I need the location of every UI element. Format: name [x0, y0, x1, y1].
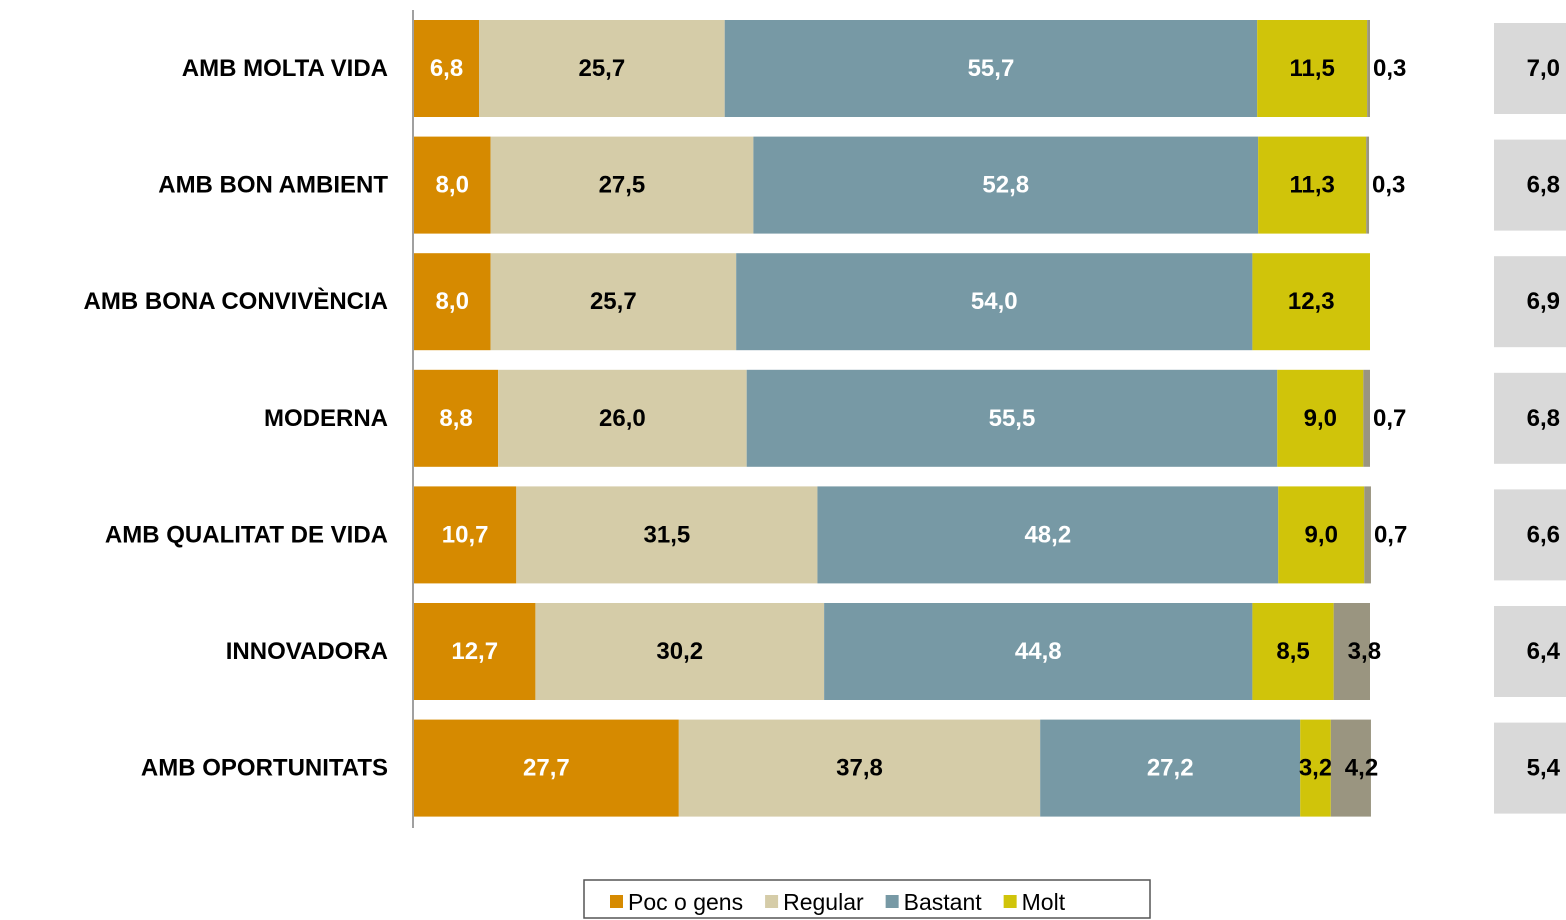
bar-segment	[479, 20, 725, 117]
bar-segment	[490, 253, 737, 351]
bar-segment	[746, 369, 1278, 467]
value-label: 25,7	[578, 55, 625, 82]
score-label: 6,8	[1527, 172, 1560, 199]
value-label: 9,0	[1305, 521, 1338, 548]
value-label: 52,8	[982, 172, 1029, 199]
score-label: 5,4	[1527, 755, 1561, 782]
score-box	[1494, 256, 1566, 348]
value-label: 10,7	[442, 521, 489, 548]
bar-segment	[1366, 136, 1370, 234]
value-label: 11,3	[1289, 172, 1334, 199]
value-label: 48,2	[1024, 521, 1071, 548]
bar-segment	[1040, 719, 1301, 817]
bar-segment	[736, 253, 1253, 351]
bar-segment	[678, 719, 1041, 817]
category-label: AMB BON AMBIENT	[158, 172, 388, 199]
bar-segment	[414, 486, 517, 584]
value-label: 44,8	[1015, 638, 1062, 665]
bar-segment	[414, 20, 480, 117]
legend-swatch	[1003, 895, 1017, 908]
bar-segment	[414, 136, 491, 234]
value-label: 26,0	[599, 405, 646, 432]
value-label: 27,2	[1147, 755, 1194, 782]
score-box	[1494, 139, 1566, 231]
value-label: 8,0	[436, 288, 469, 315]
score-label: 6,4	[1527, 638, 1561, 665]
bar-segment	[1330, 719, 1371, 817]
value-label: 0,7	[1374, 521, 1407, 548]
bar-segment	[516, 486, 818, 584]
value-label: 3,2	[1299, 755, 1332, 782]
legend-box	[583, 879, 1151, 919]
value-label: 11,5	[1289, 55, 1334, 82]
bar-segment	[535, 603, 825, 700]
value-label: 31,5	[644, 521, 691, 548]
bar-segment	[1364, 486, 1371, 584]
bar-segment	[414, 719, 679, 817]
value-label: 8,0	[436, 172, 469, 199]
value-label: 8,8	[439, 405, 472, 432]
value-label: 3,8	[1348, 638, 1381, 665]
value-label: 4,2	[1345, 755, 1378, 782]
bar-segment	[1363, 369, 1370, 467]
bar-segment	[414, 369, 499, 467]
bar-segment	[753, 136, 1259, 234]
bar-segment	[498, 369, 747, 467]
bar-segment	[1258, 136, 1367, 234]
value-label: 6,8	[430, 55, 463, 82]
score-label: 6,6	[1527, 521, 1560, 548]
bar-segment	[414, 603, 536, 700]
bar-segment	[490, 136, 754, 234]
bar-segment	[1252, 603, 1334, 700]
score-label: 7,0	[1527, 55, 1560, 82]
value-label: 12,7	[451, 638, 498, 665]
legend-label: Bastant	[904, 889, 983, 915]
category-label: AMB OPORTUNITATS	[141, 755, 388, 782]
score-label: 6,8	[1527, 405, 1560, 432]
bar-segment	[724, 20, 1258, 117]
bar-segment	[414, 253, 491, 351]
legend-label: Regular	[783, 889, 864, 915]
category-label: AMB MOLTA VIDA	[182, 55, 388, 82]
score-box	[1494, 489, 1566, 581]
bar-segment	[1257, 20, 1368, 117]
value-label: 54,0	[971, 288, 1018, 315]
bar-segment	[1333, 603, 1370, 700]
value-label: 8,5	[1276, 638, 1309, 665]
value-label: 37,8	[836, 755, 883, 782]
value-label: 0,3	[1372, 172, 1405, 199]
category-label: AMB BONA CONVIVÈNCIA	[84, 287, 388, 315]
score-box	[1494, 606, 1566, 697]
score-box	[1494, 23, 1566, 114]
bar-segment	[1278, 486, 1365, 584]
legend-swatch	[610, 895, 623, 908]
bar-segment	[1252, 253, 1370, 351]
value-label: 12,3	[1288, 288, 1335, 315]
legend-swatch	[765, 895, 779, 908]
value-label: 9,0	[1304, 405, 1337, 432]
value-label: 0,7	[1373, 405, 1406, 432]
legend-swatch	[885, 895, 899, 908]
score-box	[1494, 722, 1566, 814]
category-label: AMB QUALITAT DE VIDA	[105, 521, 388, 548]
legend-label: Poc o gens	[628, 889, 743, 915]
bar-segment	[1367, 20, 1370, 117]
bar-segment	[824, 603, 1253, 700]
value-label: 27,7	[523, 755, 570, 782]
category-label: INNOVADORA	[226, 638, 388, 665]
value-label: 27,5	[599, 172, 646, 199]
value-label: 30,2	[656, 638, 703, 665]
legend-label: Molt	[1022, 889, 1066, 915]
value-label: 55,7	[968, 55, 1015, 82]
category-label: MODERNA	[264, 405, 388, 432]
score-box	[1494, 372, 1566, 464]
bar-segment	[1277, 369, 1364, 467]
value-label: 25,7	[590, 288, 637, 315]
score-label: 6,9	[1527, 288, 1560, 315]
value-label: 0,3	[1373, 55, 1406, 82]
bar-segment	[1300, 719, 1331, 817]
value-label: 55,5	[989, 405, 1036, 432]
bar-segment	[817, 486, 1279, 584]
